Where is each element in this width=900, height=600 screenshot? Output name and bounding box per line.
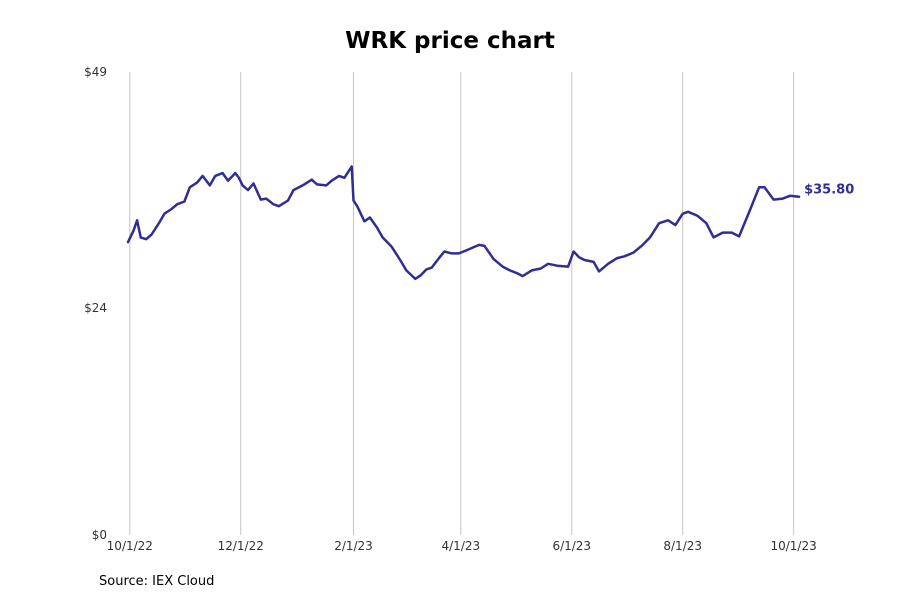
x-tick-label: 12/1/22 xyxy=(218,539,264,553)
x-tick-label: 10/1/22 xyxy=(107,539,153,553)
y-tick-label: $49 xyxy=(84,65,107,79)
y-tick-label: $24 xyxy=(84,301,107,315)
last-price-label: $35.80 xyxy=(804,183,854,198)
source-note: Source: IEX Cloud xyxy=(99,574,215,589)
chart-title: WRK price chart xyxy=(345,28,555,54)
x-tick-label: 4/1/23 xyxy=(442,539,481,553)
axis-labels: 10/1/22 12/1/22 2/1/23 4/1/23 6/1/23 8/1/23 10… xyxy=(84,65,817,553)
series-layer: $35.80 xyxy=(126,165,854,281)
x-tick-label: 10/1/23 xyxy=(770,539,816,553)
x-tick-label: 2/1/23 xyxy=(334,539,373,553)
x-tick-label: 8/1/23 xyxy=(663,539,702,553)
x-tick-label: 6/1/23 xyxy=(552,539,591,553)
gridlines xyxy=(129,72,795,535)
price-series-line xyxy=(126,165,801,281)
y-tick-label: $0 xyxy=(92,528,107,542)
